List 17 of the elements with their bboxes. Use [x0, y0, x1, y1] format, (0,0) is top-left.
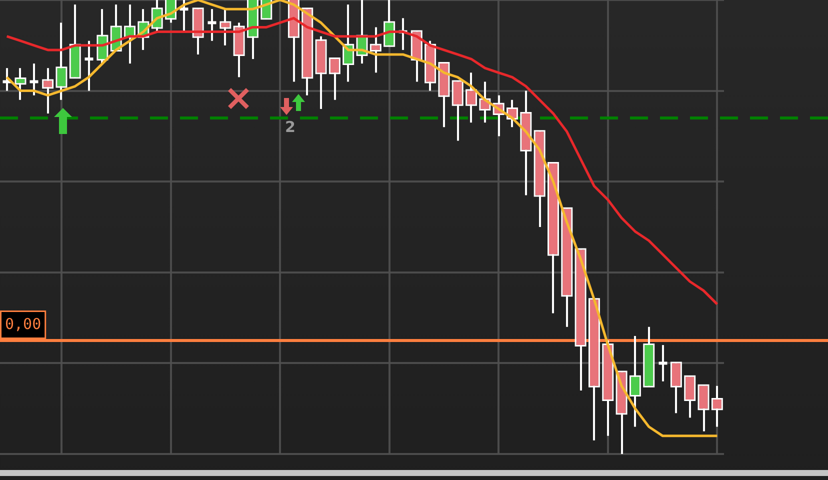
candlestick: [42, 67, 54, 114]
candlestick: [328, 58, 340, 101]
candlestick: [670, 362, 682, 414]
candlestick: [698, 384, 710, 432]
candlestick: [14, 67, 26, 101]
candlestick: [684, 375, 696, 419]
candlestick: [466, 72, 478, 124]
candlestick: [370, 26, 382, 74]
candlestick: [124, 4, 136, 65]
candlestick: [384, 0, 396, 47]
candlestick: [452, 80, 464, 142]
annotation: 0,00: [5, 314, 42, 333]
candlestick: [56, 22, 68, 101]
candlestick: [711, 384, 723, 428]
annotation: 2: [285, 118, 296, 136]
candlestick: [220, 8, 232, 46]
candlestick: [629, 334, 641, 428]
